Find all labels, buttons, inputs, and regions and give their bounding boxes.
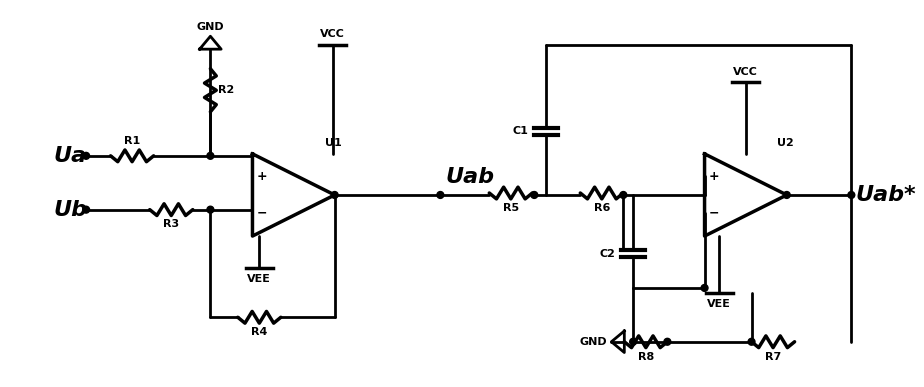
Text: Ub: Ub — [54, 200, 88, 220]
Text: R8: R8 — [638, 351, 654, 361]
Circle shape — [437, 192, 444, 199]
Text: GND: GND — [197, 22, 225, 33]
Text: VCC: VCC — [321, 29, 346, 39]
Text: R6: R6 — [593, 203, 610, 213]
Circle shape — [82, 206, 90, 213]
Text: R3: R3 — [164, 219, 179, 229]
Circle shape — [531, 192, 538, 199]
Text: +: + — [257, 170, 268, 183]
Text: VEE: VEE — [707, 299, 731, 309]
Text: R2: R2 — [218, 85, 235, 95]
Circle shape — [701, 284, 708, 291]
Text: −: − — [257, 207, 268, 220]
Text: Uab*: Uab* — [856, 185, 916, 205]
Text: +: + — [709, 170, 720, 183]
Text: U1: U1 — [325, 138, 342, 148]
Text: R5: R5 — [503, 203, 519, 213]
Circle shape — [784, 192, 790, 199]
Text: VEE: VEE — [248, 274, 272, 284]
Circle shape — [207, 152, 213, 159]
Text: R7: R7 — [765, 351, 781, 361]
Text: −: − — [709, 207, 720, 220]
Text: C2: C2 — [600, 249, 615, 259]
Circle shape — [748, 338, 755, 345]
Circle shape — [207, 206, 213, 213]
Circle shape — [331, 192, 338, 199]
Text: U2: U2 — [777, 138, 794, 148]
Circle shape — [82, 152, 90, 159]
Text: VCC: VCC — [734, 67, 758, 77]
Circle shape — [620, 192, 626, 199]
Text: C1: C1 — [513, 127, 529, 136]
Text: GND: GND — [580, 337, 607, 347]
Text: R4: R4 — [251, 327, 268, 337]
Circle shape — [848, 192, 855, 199]
Circle shape — [664, 338, 671, 345]
Text: R1: R1 — [124, 136, 140, 146]
Text: Uab: Uab — [445, 167, 494, 187]
Circle shape — [629, 338, 637, 345]
Text: Ua: Ua — [54, 146, 87, 166]
